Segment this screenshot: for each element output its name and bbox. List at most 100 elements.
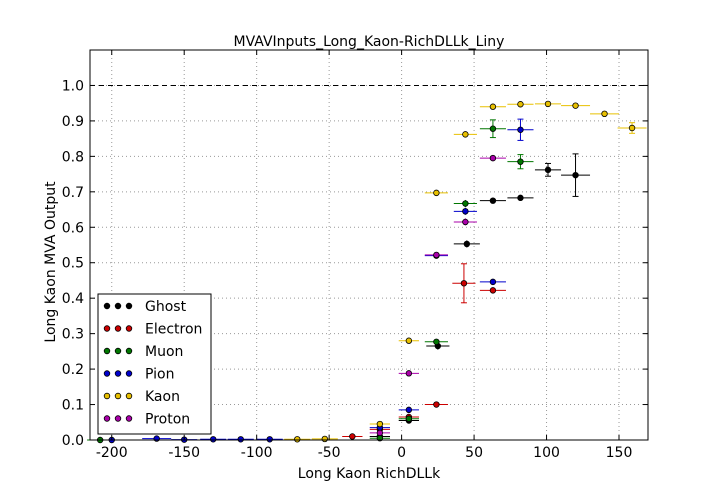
legend-label: Kaon (145, 389, 180, 405)
legend-marker (125, 325, 133, 332)
data-point (628, 124, 636, 132)
data-point (544, 100, 552, 108)
data-point (266, 436, 273, 443)
data-point (517, 158, 524, 165)
legend-marker (114, 347, 122, 355)
y-tick-label: 0.4 (62, 291, 84, 307)
data-layer (87, 100, 647, 444)
y-tick-label: 0.7 (62, 185, 84, 201)
data-point (405, 415, 413, 422)
legend-marker (114, 325, 122, 332)
data-point (376, 429, 384, 437)
legend-label: Electron (145, 322, 202, 338)
data-point (517, 101, 524, 108)
legend-marker (114, 370, 122, 377)
data-point (462, 131, 469, 138)
legend-label: Proton (145, 412, 190, 428)
data-point (209, 436, 217, 443)
legend-box (97, 293, 212, 435)
x-tick-label: -100 (241, 445, 273, 461)
chart-title: MVAVInputs_Long_Kaon-RichDLLk_Liny (234, 34, 505, 50)
data-point (433, 251, 440, 259)
y-tick-label: 0.3 (62, 327, 84, 343)
plot-frame (89, 49, 649, 441)
series-proton (369, 154, 506, 437)
x-tick-label: 100 (533, 445, 560, 461)
legend-marker (114, 392, 122, 400)
legend-marker (125, 370, 133, 377)
x-tick-label: -50 (318, 445, 341, 461)
data-point (460, 280, 468, 287)
data-point (572, 102, 579, 109)
x-tick-label: 0 (397, 445, 406, 461)
y-tick-label: 0.8 (62, 149, 84, 165)
data-point (462, 208, 469, 215)
y-tick-label: 0.5 (62, 256, 84, 272)
x-tick-label: -150 (168, 445, 200, 461)
y-tick-label: 0.6 (62, 220, 84, 236)
data-point (489, 278, 497, 286)
series-kaon (284, 100, 647, 443)
legend-marker (114, 302, 122, 310)
data-point (517, 126, 524, 133)
y-tick-label: 0.2 (62, 362, 84, 378)
legend-marker (103, 392, 111, 400)
y-tick-label: 0.9 (62, 114, 84, 130)
data-point (462, 218, 469, 226)
legend-marker (103, 325, 111, 332)
data-point (463, 240, 471, 248)
legend-marker (125, 347, 133, 355)
legend-marker (125, 415, 133, 422)
data-point (237, 436, 244, 443)
tick-layer: -200 -150 -100 -50 0 50 100 150 0.0 0.1 0.2 0.3 0.4 0… (62, 50, 648, 461)
data-point (321, 435, 328, 443)
data-point (349, 433, 356, 440)
y-tick-label: 0.0 (62, 433, 84, 449)
data-point (433, 401, 440, 408)
data-point (489, 287, 497, 294)
data-point (294, 436, 301, 443)
y-tick-label: 0.1 (62, 398, 84, 414)
legend-label: Pion (145, 367, 174, 383)
legend-entry-electron: Electron (103, 322, 202, 338)
legend-marker (125, 392, 133, 400)
data-point (405, 337, 413, 344)
legend-entry-ghost: Ghost (103, 299, 187, 315)
data-point (433, 189, 440, 197)
legend-entry-muon: Muon (103, 344, 183, 360)
legend-entry-pion: Pion (103, 367, 174, 383)
legend: Ghost Electron Muon Pion Kaon Proton (97, 293, 212, 435)
data-point (489, 103, 497, 110)
legend-marker (125, 302, 133, 310)
data-point (405, 370, 413, 377)
legend-marker (103, 370, 111, 377)
legend-marker (103, 347, 111, 355)
data-point (489, 197, 497, 204)
data-point (405, 406, 413, 414)
legend-label: Ghost (145, 299, 187, 315)
x-tick-label: 150 (606, 445, 633, 461)
legend-marker (114, 415, 122, 422)
data-point (433, 338, 440, 345)
data-point (489, 125, 497, 132)
x-tick-label: -200 (96, 445, 128, 461)
series-muon (87, 119, 534, 444)
y-axis-label: Long Kaon MVA Output (43, 181, 59, 343)
data-point (572, 171, 579, 179)
legend-marker (103, 415, 111, 422)
x-axis-label: Long Kaon RichDLLk (298, 466, 441, 482)
legend-marker (103, 302, 111, 310)
y-tick-label: 1.0 (62, 78, 84, 94)
legend-label: Muon (145, 344, 183, 360)
data-point (462, 200, 469, 207)
data-point (153, 435, 160, 442)
x-tick-label: 50 (465, 445, 483, 461)
data-point (376, 420, 384, 428)
data-point (601, 110, 608, 118)
data-point (517, 194, 524, 202)
data-point (544, 166, 552, 174)
legend-entry-kaon: Kaon (103, 389, 180, 405)
data-point (489, 154, 497, 162)
legend-entry-proton: Proton (103, 412, 190, 428)
